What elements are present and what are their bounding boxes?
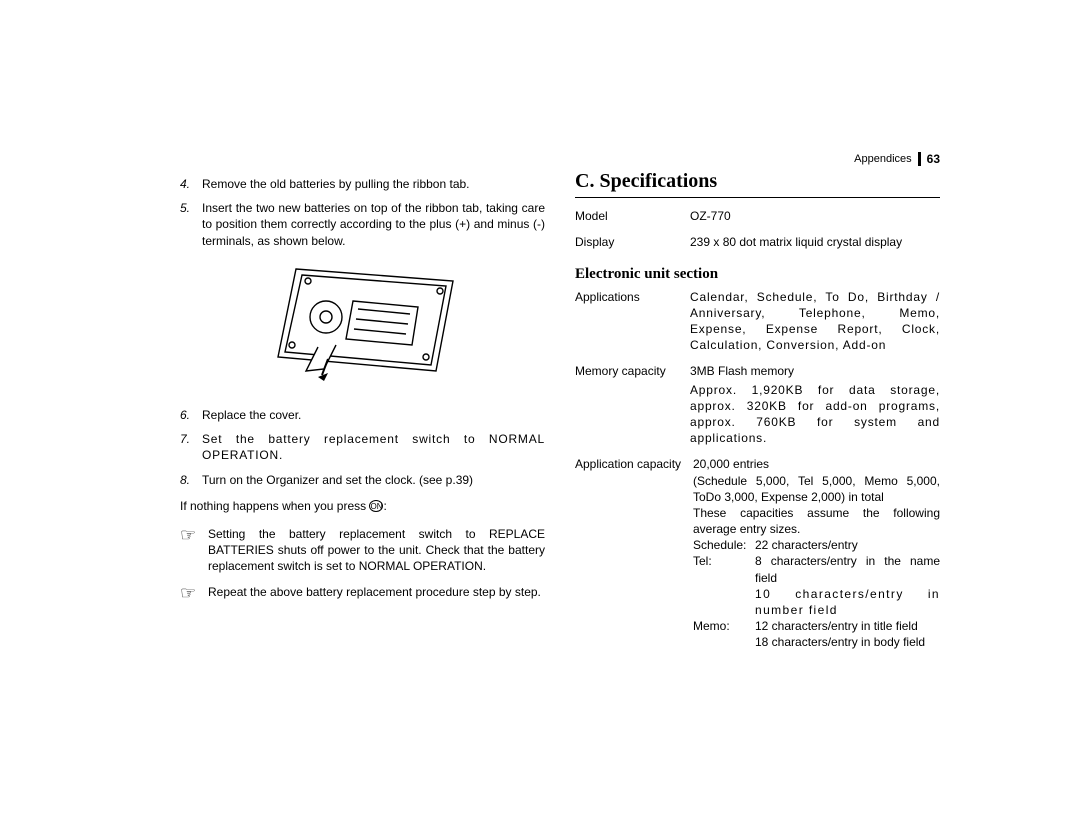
step-number: 5. bbox=[180, 200, 202, 249]
step-text: Set the battery replacement switch to NO… bbox=[202, 431, 545, 463]
appcap-line3: These capacities assume the following av… bbox=[693, 505, 940, 537]
step-number: 4. bbox=[180, 176, 202, 192]
detail-schedule: Schedule: 22 characters/entry bbox=[693, 537, 940, 553]
step-4: 4. Remove the old batteries by pulling t… bbox=[180, 176, 545, 192]
right-column: C. Specifications Model OZ-770 Display 2… bbox=[575, 150, 940, 661]
memory-line1: 3MB Flash memory bbox=[690, 363, 940, 379]
appcap-line1: 20,000 entries bbox=[693, 456, 940, 472]
spec-label: Memory capacity bbox=[575, 363, 690, 446]
detail-val: 22 characters/entry bbox=[755, 537, 940, 553]
spec-value: 20,000 entries (Schedule 5,000, Tel 5,00… bbox=[693, 456, 940, 650]
detail-val: 8 characters/entry in the name field bbox=[755, 553, 940, 585]
spec-model: Model OZ-770 bbox=[575, 208, 940, 224]
step-text: Remove the old batteries by pulling the … bbox=[202, 176, 545, 192]
page-body: 4. Remove the old batteries by pulling t… bbox=[180, 150, 940, 661]
step-6: 6. Replace the cover. bbox=[180, 407, 545, 423]
appcap-line2: (Schedule 5,000, Tel 5,000, Memo 5,000, … bbox=[693, 473, 940, 505]
detail-tel: Tel: 8 characters/entry in the name fiel… bbox=[693, 553, 940, 585]
spec-value: Calendar, Schedule, To Do, Birthday / An… bbox=[690, 289, 940, 354]
spec-app-capacity: Application capacity 20,000 entries (Sch… bbox=[575, 456, 940, 650]
detail-key bbox=[693, 586, 755, 618]
step-7: 7. Set the battery replacement switch to… bbox=[180, 431, 545, 463]
detail-val: 18 characters/entry in body field bbox=[755, 634, 940, 650]
memory-line2: Approx. 1,920KB for data storage, approx… bbox=[690, 382, 940, 447]
step-text: Insert the two new batteries on top of t… bbox=[202, 200, 545, 249]
note-1: ☞ Setting the battery replacement switch… bbox=[180, 526, 545, 575]
device-svg-icon bbox=[258, 259, 468, 389]
spec-label: Application capacity bbox=[575, 456, 693, 650]
spec-value: 3MB Flash memory Approx. 1,920KB for dat… bbox=[690, 363, 940, 446]
spec-value: OZ-770 bbox=[690, 208, 940, 224]
pointing-hand-icon: ☞ bbox=[180, 526, 208, 575]
step-8: 8. Turn on the Organizer and set the clo… bbox=[180, 472, 545, 488]
step-5: 5. Insert the two new batteries on top o… bbox=[180, 200, 545, 249]
note-text: Setting the battery replacement switch t… bbox=[208, 526, 545, 575]
detail-memo: Memo: 12 characters/entry in title field bbox=[693, 618, 940, 634]
detail-val: 12 characters/entry in title field bbox=[755, 618, 940, 634]
step-number: 8. bbox=[180, 472, 202, 488]
left-column: 4. Remove the old batteries by pulling t… bbox=[180, 150, 545, 661]
step-number: 7. bbox=[180, 431, 202, 463]
spec-value: 239 x 80 dot matrix liquid crystal displ… bbox=[690, 234, 940, 250]
spec-display: Display 239 x 80 dot matrix liquid cryst… bbox=[575, 234, 940, 250]
step-text: Turn on the Organizer and set the clock.… bbox=[202, 472, 545, 488]
electronic-unit-heading: Electronic unit section bbox=[575, 264, 940, 284]
nothing-happens-line: If nothing happens when you press ON: bbox=[180, 498, 545, 514]
spec-label: Display bbox=[575, 234, 690, 250]
detail-key: Schedule: bbox=[693, 537, 755, 553]
spec-memory: Memory capacity 3MB Flash memory Approx.… bbox=[575, 363, 940, 446]
step-number: 6. bbox=[180, 407, 202, 423]
nothing-suffix: : bbox=[383, 499, 386, 513]
spec-applications: Applications Calendar, Schedule, To Do, … bbox=[575, 289, 940, 354]
step-text: Replace the cover. bbox=[202, 407, 545, 423]
note-text: Repeat the above battery replacement pro… bbox=[208, 584, 545, 602]
pointing-hand-icon: ☞ bbox=[180, 584, 208, 602]
section-title: C. Specifications bbox=[575, 168, 940, 198]
note-2: ☞ Repeat the above battery replacement p… bbox=[180, 584, 545, 602]
detail-memo-2: 18 characters/entry in body field bbox=[693, 634, 940, 650]
on-key-icon: ON bbox=[369, 500, 383, 512]
spec-label: Applications bbox=[575, 289, 690, 354]
detail-key: Tel: bbox=[693, 553, 755, 585]
detail-val: 10 characters/entry in number field bbox=[755, 586, 940, 618]
detail-tel-2: 10 characters/entry in number field bbox=[693, 586, 940, 618]
detail-key bbox=[693, 634, 755, 650]
nothing-prefix: If nothing happens when you press bbox=[180, 499, 369, 513]
device-illustration bbox=[180, 259, 545, 393]
detail-key: Memo: bbox=[693, 618, 755, 634]
spec-label: Model bbox=[575, 208, 690, 224]
